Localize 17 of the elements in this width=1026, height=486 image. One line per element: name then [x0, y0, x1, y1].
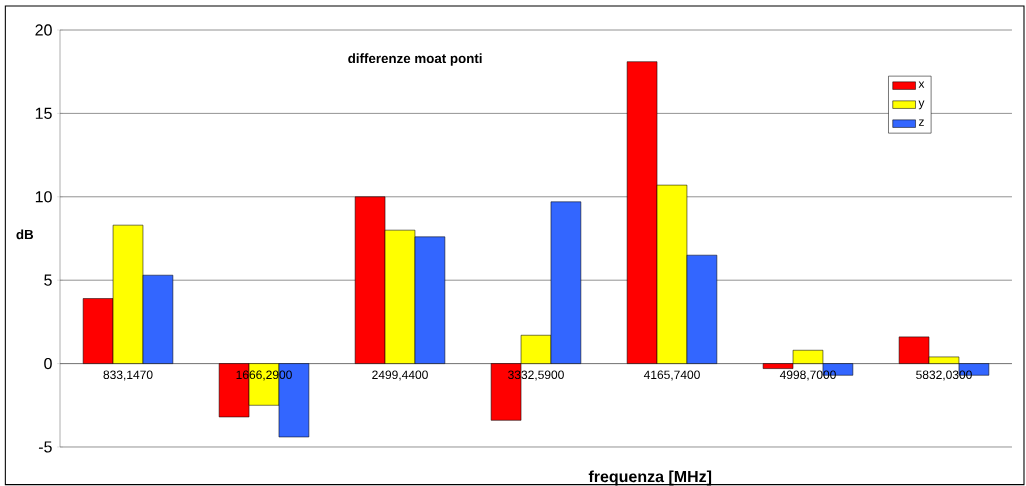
y-tick-label: 20: [35, 24, 52, 36]
y-tick-label: 15: [35, 107, 52, 119]
y-axis-title: dB: [16, 229, 34, 240]
y-tick-label: -5: [38, 441, 52, 453]
x-axis-title: frequenza [MHz]: [588, 470, 712, 486]
x-tick-label: 4998,7000: [779, 370, 836, 381]
legend-label: y: [918, 100, 925, 110]
x-tick-label: 5832,0300: [916, 370, 972, 381]
x-tick-label: 4165,7400: [643, 370, 700, 381]
y-tick-label: 5: [44, 274, 52, 286]
y-tick-label: 0: [44, 357, 52, 370]
y-tick-label: 10: [35, 191, 52, 203]
text: differenze moat ponti: [348, 53, 482, 66]
legend-label: z: [918, 119, 924, 126]
x-tick-label: 2499,4400: [372, 370, 428, 381]
legend-label: x: [918, 81, 925, 88]
x-tick-label: 833,1470: [103, 370, 153, 381]
